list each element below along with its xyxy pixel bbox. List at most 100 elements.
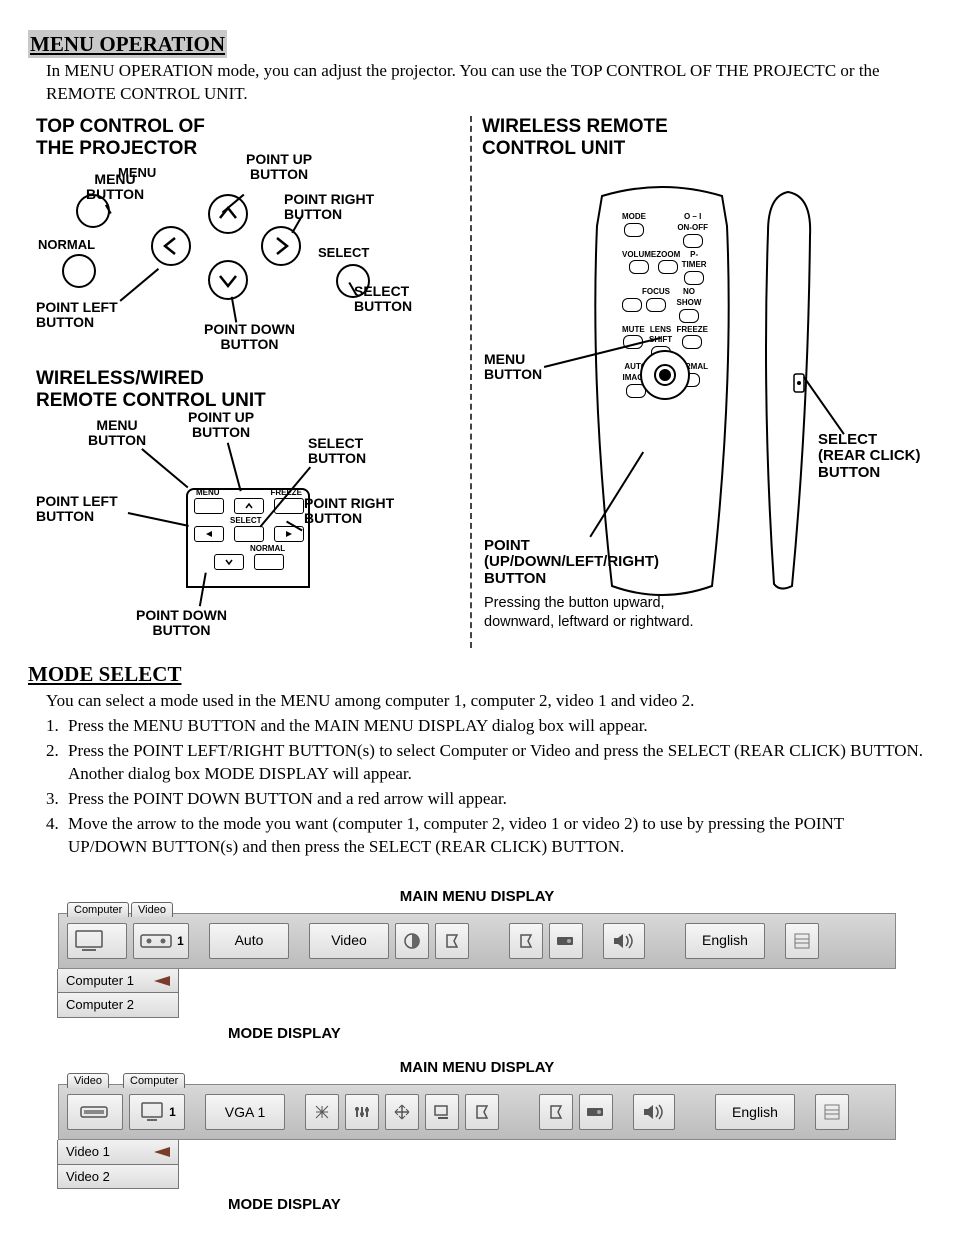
monitor-icon bbox=[72, 928, 110, 954]
video-icon-cell bbox=[67, 1094, 123, 1130]
title-line-2: THE PROJECTOR bbox=[36, 138, 197, 159]
normal-caption: NORMAL bbox=[38, 238, 95, 252]
drop-video-1: Video 1 bbox=[57, 1140, 179, 1165]
flag-icon-cell bbox=[465, 1094, 499, 1130]
contrast-icon bbox=[403, 932, 421, 950]
drop-video-2: Video 2 bbox=[57, 1165, 179, 1190]
settings-icon-cell bbox=[785, 923, 819, 959]
select-caption: SELECT bbox=[318, 246, 369, 260]
select-button-label: SELECT BUTTON bbox=[308, 436, 366, 467]
wireless-remote-diagram: MODE O – I ON-OFF VOLUME ZOOM P-TIMER x … bbox=[482, 166, 926, 636]
pc-icon-cell bbox=[425, 1094, 459, 1130]
menu-operation-heading: MENU OPERATION bbox=[28, 30, 227, 58]
main-menu-display-1: MAIN MENU DISPLAY Computer Video 1 Auto … bbox=[58, 887, 896, 1045]
position-icon-cell bbox=[385, 1094, 419, 1130]
select-button-label: SELECT (REAR CLICK) BUTTON bbox=[818, 432, 921, 482]
right-column: WIRELESS REMOTE CONTROL UNIT MODE O – I … bbox=[470, 116, 926, 647]
title-line-2: CONTROL UNIT bbox=[482, 138, 625, 159]
normal-button-icon bbox=[62, 254, 96, 288]
mode-display-label: MODE DISPLAY bbox=[228, 1195, 896, 1215]
settings-icon-cell bbox=[815, 1094, 849, 1130]
tab-computer: Computer bbox=[123, 1073, 185, 1088]
wired-remote-title: WIRELESS/WIRED REMOTE CONTROL UNIT bbox=[36, 368, 466, 412]
select-button-label: SELECT BUTTON bbox=[354, 284, 412, 315]
projector-icon-cell bbox=[549, 923, 583, 959]
menu-operation-section: MENU OPERATION In MENU OPERATION mode, y… bbox=[28, 30, 926, 106]
projector-icon-cell bbox=[579, 1094, 613, 1130]
lang-cell: English bbox=[685, 923, 765, 959]
menu-bar: Computer Video 1 Auto Video English bbox=[58, 913, 896, 969]
mode-select-section: MODE SELECT You can select a mode used i… bbox=[28, 660, 926, 859]
step-1: Press the MENU BUTTON and the MAIN MENU … bbox=[68, 715, 648, 738]
top-control-diagram: MENU NORMAL SELECT MENU BUTTON POINT UP … bbox=[36, 166, 466, 366]
point-up-icon bbox=[208, 194, 248, 234]
title-line-2: REMOTE CONTROL UNIT bbox=[36, 390, 266, 411]
step-2: Press the POINT LEFT/RIGHT BUTTON(s) to … bbox=[68, 740, 926, 786]
tab-computer: Computer bbox=[67, 902, 129, 917]
remote-side-icon bbox=[760, 186, 820, 606]
left-column: TOP CONTROL OF THE PROJECTOR MENU NORM bbox=[28, 116, 470, 647]
speaker-icon bbox=[611, 932, 637, 950]
lang-cell: English bbox=[715, 1094, 795, 1130]
arrow-left-icon bbox=[154, 976, 170, 986]
main-menu-display-2: MAIN MENU DISPLAY Video Computer 1 VGA 1 bbox=[58, 1058, 896, 1216]
title-line-1: WIRELESS REMOTE bbox=[482, 116, 668, 137]
point-down-icon bbox=[208, 260, 248, 300]
mode-select-heading: MODE SELECT bbox=[28, 662, 181, 686]
point-note: Pressing the button upward, downward, le… bbox=[484, 594, 694, 633]
point-button-label: POINT (UP/DOWN/LEFT/RIGHT) BUTTON bbox=[484, 538, 659, 588]
computer-icon-cell bbox=[67, 923, 127, 959]
point-left-icon bbox=[151, 226, 191, 266]
point-pad-icon bbox=[640, 350, 690, 400]
arrow-left-icon bbox=[154, 1147, 170, 1157]
pattern-icon-cell bbox=[305, 1094, 339, 1130]
menu-button-label: MENU BUTTON bbox=[86, 172, 144, 203]
vcr-icon bbox=[138, 930, 176, 952]
main-menu-title: MAIN MENU DISPLAY bbox=[58, 887, 896, 907]
point-right-label: POINT RIGHT BUTTON bbox=[304, 496, 394, 527]
drop-computer-1: Computer 1 bbox=[57, 969, 179, 994]
point-right-label: POINT RIGHT BUTTON bbox=[284, 192, 374, 223]
flag2-icon-cell bbox=[539, 1094, 573, 1130]
point-left-label: POINT LEFT BUTTON bbox=[36, 494, 118, 525]
vga-cell: VGA 1 bbox=[205, 1094, 285, 1130]
mode-select-intro: You can select a mode used in the MENU a… bbox=[46, 690, 926, 713]
video-icon-cell: 1 bbox=[133, 923, 189, 959]
grid-icon bbox=[793, 932, 811, 950]
diagram-row: TOP CONTROL OF THE PROJECTOR MENU NORM bbox=[28, 116, 926, 647]
drop-computer-2: Computer 2 bbox=[57, 993, 179, 1018]
tab-video: Video bbox=[131, 902, 173, 917]
flag2-icon-cell bbox=[509, 923, 543, 959]
title-line-1: WIRELESS/WIRED bbox=[36, 368, 204, 389]
point-down-label: POINT DOWN BUTTON bbox=[136, 608, 227, 639]
sound-icon-cell bbox=[603, 923, 645, 959]
sound-icon-cell bbox=[633, 1094, 675, 1130]
mode-dropdown: Video 1 Video 2 bbox=[57, 1140, 179, 1189]
step-4: Move the arrow to the mode you want (com… bbox=[68, 813, 926, 859]
mode-select-steps: 1.Press the MENU BUTTON and the MAIN MEN… bbox=[46, 715, 926, 859]
menu-bar: Video Computer 1 VGA 1 English bbox=[58, 1084, 896, 1140]
projector-icon bbox=[555, 934, 577, 948]
title-line-1: TOP CONTROL OF bbox=[36, 116, 205, 137]
auto-cell: Auto bbox=[209, 923, 289, 959]
point-up-label: POINT UP BUTTON bbox=[188, 410, 254, 441]
menu-button-label: MENU BUTTON bbox=[88, 418, 146, 449]
point-down-label: POINT DOWN BUTTON bbox=[204, 322, 295, 353]
tab-video: Video bbox=[67, 1073, 109, 1088]
mode-dropdown: Computer 1 Computer 2 bbox=[57, 969, 179, 1018]
point-left-label: POINT LEFT BUTTON bbox=[36, 300, 118, 331]
flag-icon bbox=[444, 933, 460, 949]
video-cell: Video bbox=[309, 923, 389, 959]
flag-icon-cell bbox=[435, 923, 469, 959]
point-right-icon bbox=[261, 226, 301, 266]
point-up-label: POINT UP BUTTON bbox=[246, 152, 312, 183]
step-3: Press the POINT DOWN BUTTON and a red ar… bbox=[68, 788, 507, 811]
contrast-icon-cell bbox=[395, 923, 429, 959]
mode-display-label: MODE DISPLAY bbox=[228, 1024, 896, 1044]
computer-icon-cell: 1 bbox=[129, 1094, 185, 1130]
menu-operation-text: In MENU OPERATION mode, you can adjust t… bbox=[46, 60, 926, 106]
wireless-remote-title: WIRELESS REMOTE CONTROL UNIT bbox=[482, 116, 926, 160]
wired-remote-diagram: MENU FREEZE SELECT NORMAL MENU BUTTON PO… bbox=[36, 418, 466, 648]
adjust-icon-cell bbox=[345, 1094, 379, 1130]
menu-button-label: MENU BUTTON bbox=[484, 352, 542, 383]
